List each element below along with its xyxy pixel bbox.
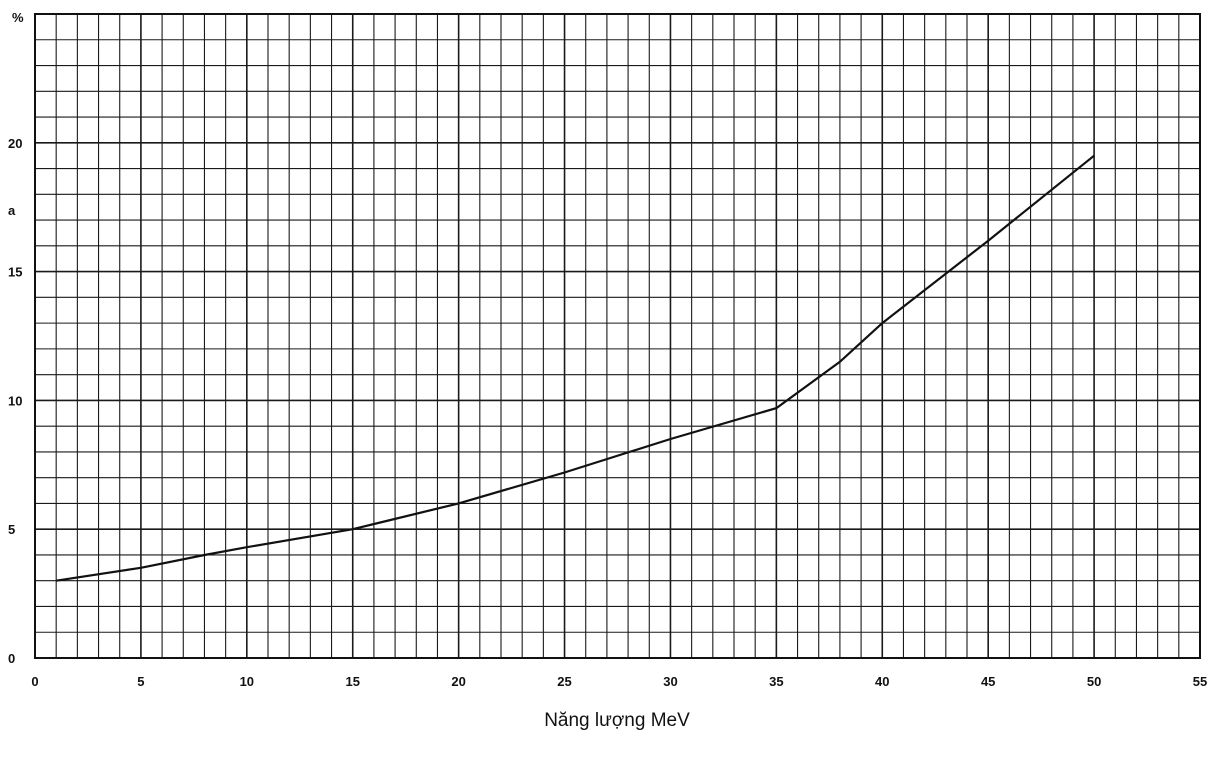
x-tick-label: 0 [31,674,38,689]
y-tick-label: 15 [8,265,22,280]
y-axis-extra-label: a [8,203,16,218]
x-tick-label: 45 [981,674,995,689]
y-axis-label: % [12,10,24,25]
x-tick-label: 15 [345,674,359,689]
y-axis-ticks: 0 5 10 15 20 [8,136,22,666]
y-tick-label: 0 [8,651,15,666]
x-tick-label: 40 [875,674,889,689]
y-tick-label: 5 [8,522,15,537]
x-tick-label: 50 [1087,674,1101,689]
plot-frame [34,13,1201,659]
grid [34,13,1201,659]
x-tick-label: 35 [769,674,783,689]
x-tick-label: 25 [557,674,571,689]
x-axis-ticks: 0 5 10 15 20 25 30 35 40 45 50 55 [31,674,1207,689]
x-tick-label: 10 [240,674,254,689]
x-axis-label: Năng lượng MeV [544,710,690,731]
x-tick-label: 55 [1193,674,1207,689]
y-tick-label: 20 [8,136,22,151]
y-tick-label: 10 [8,393,22,408]
series-line [56,154,1095,582]
x-tick-label: 20 [451,674,465,689]
x-tick-label: 30 [663,674,677,689]
x-tick-label: 5 [137,674,144,689]
